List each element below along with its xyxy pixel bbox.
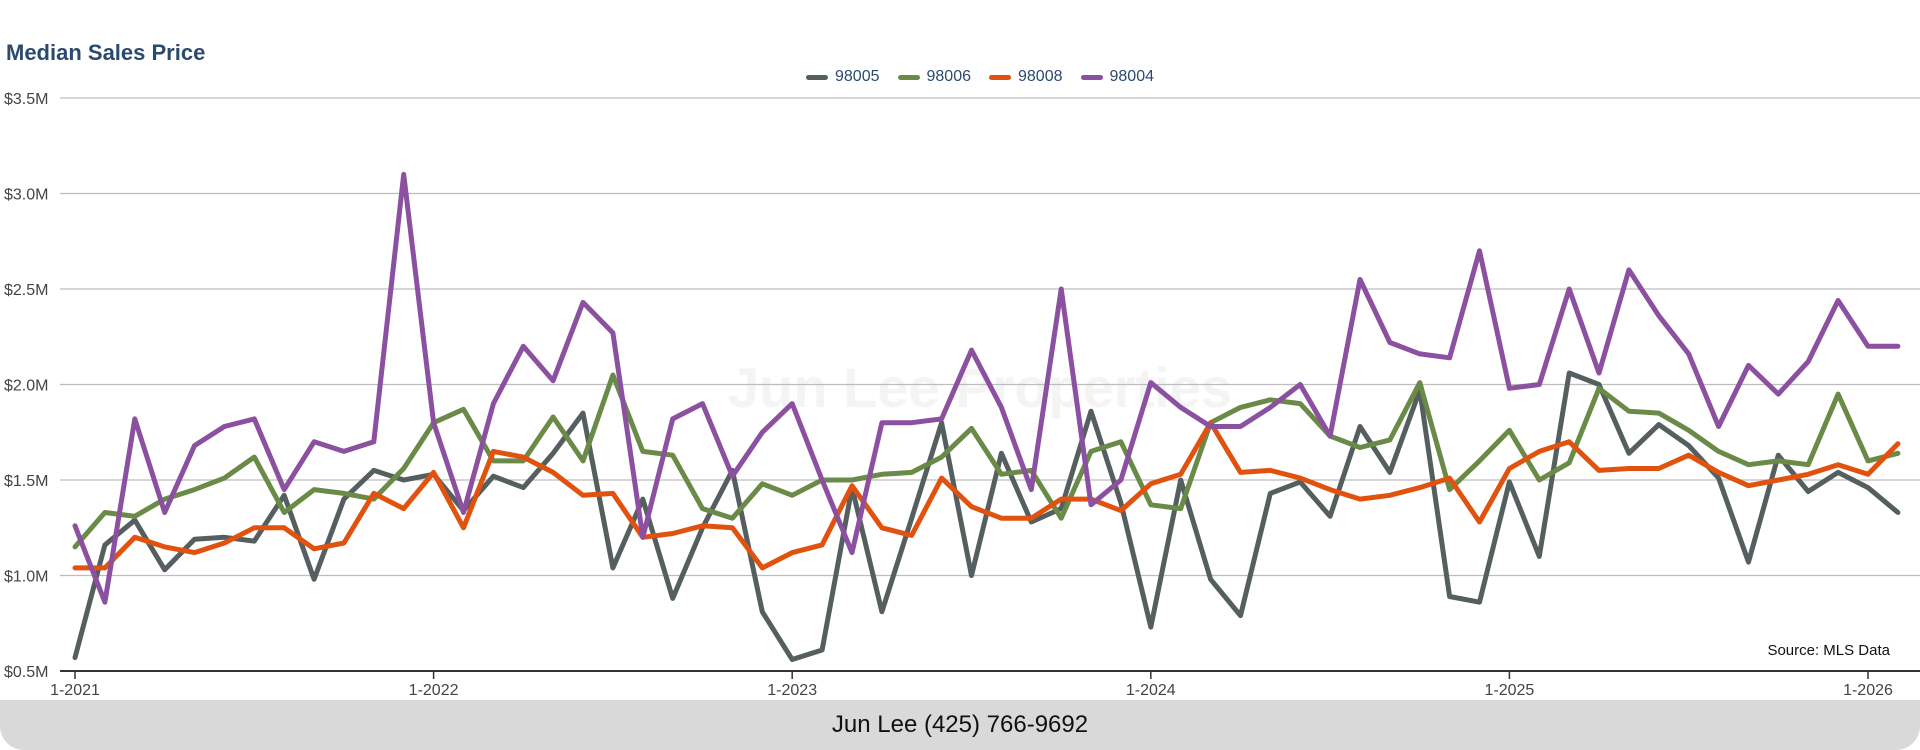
x-tick-label: 1-2024 <box>1126 682 1176 699</box>
y-tick-label: $3.0M <box>4 187 48 204</box>
y-tick-label: $1.0M <box>4 569 48 586</box>
legend-label: 98006 <box>926 68 972 85</box>
legend-label: 98005 <box>835 68 880 85</box>
y-tick-label: $3.5M <box>4 91 48 108</box>
series-line-98005 <box>72 370 1901 662</box>
footer-text: Jun Lee (425) 766-9692 <box>831 711 1089 738</box>
legend-item-98008[interactable]: 98008 <box>989 68 1063 86</box>
legend-swatch <box>989 74 1011 80</box>
footer-contact: Jun Lee (425) 766-9692 <box>0 700 1920 750</box>
legend: 98005 98006 98008 98004 <box>0 68 1920 86</box>
x-tick-label: 1-2026 <box>1843 682 1893 699</box>
legend-swatch <box>897 74 920 80</box>
legend-swatch <box>1080 74 1103 80</box>
legend-item-98004[interactable]: 98004 <box>1080 68 1155 86</box>
x-tick-label: 1-2023 <box>767 682 817 699</box>
x-tick-label: 1-2022 <box>409 682 459 699</box>
series-line-98008 <box>72 420 1901 571</box>
legend-item-98005[interactable]: 98005 <box>806 68 880 86</box>
y-tick-label: $0.5M <box>4 664 48 681</box>
y-tick-label: $2.0M <box>4 378 48 395</box>
x-tick-label: 1-2021 <box>50 682 100 699</box>
y-tick-label: $1.5M <box>4 473 48 490</box>
chart-title: Median Sales Price <box>6 40 206 65</box>
y-tick-label: $2.5M <box>4 282 48 299</box>
x-tick-label: 1-2025 <box>1484 682 1534 699</box>
legend-item-98006[interactable]: 98006 <box>897 68 972 86</box>
legend-label: 98004 <box>1109 68 1155 85</box>
legend-label: 98008 <box>1018 68 1063 85</box>
series-line-98004 <box>72 171 1901 605</box>
source-note: Source: MLS Data <box>1767 642 1890 659</box>
legend-swatch <box>806 74 828 80</box>
